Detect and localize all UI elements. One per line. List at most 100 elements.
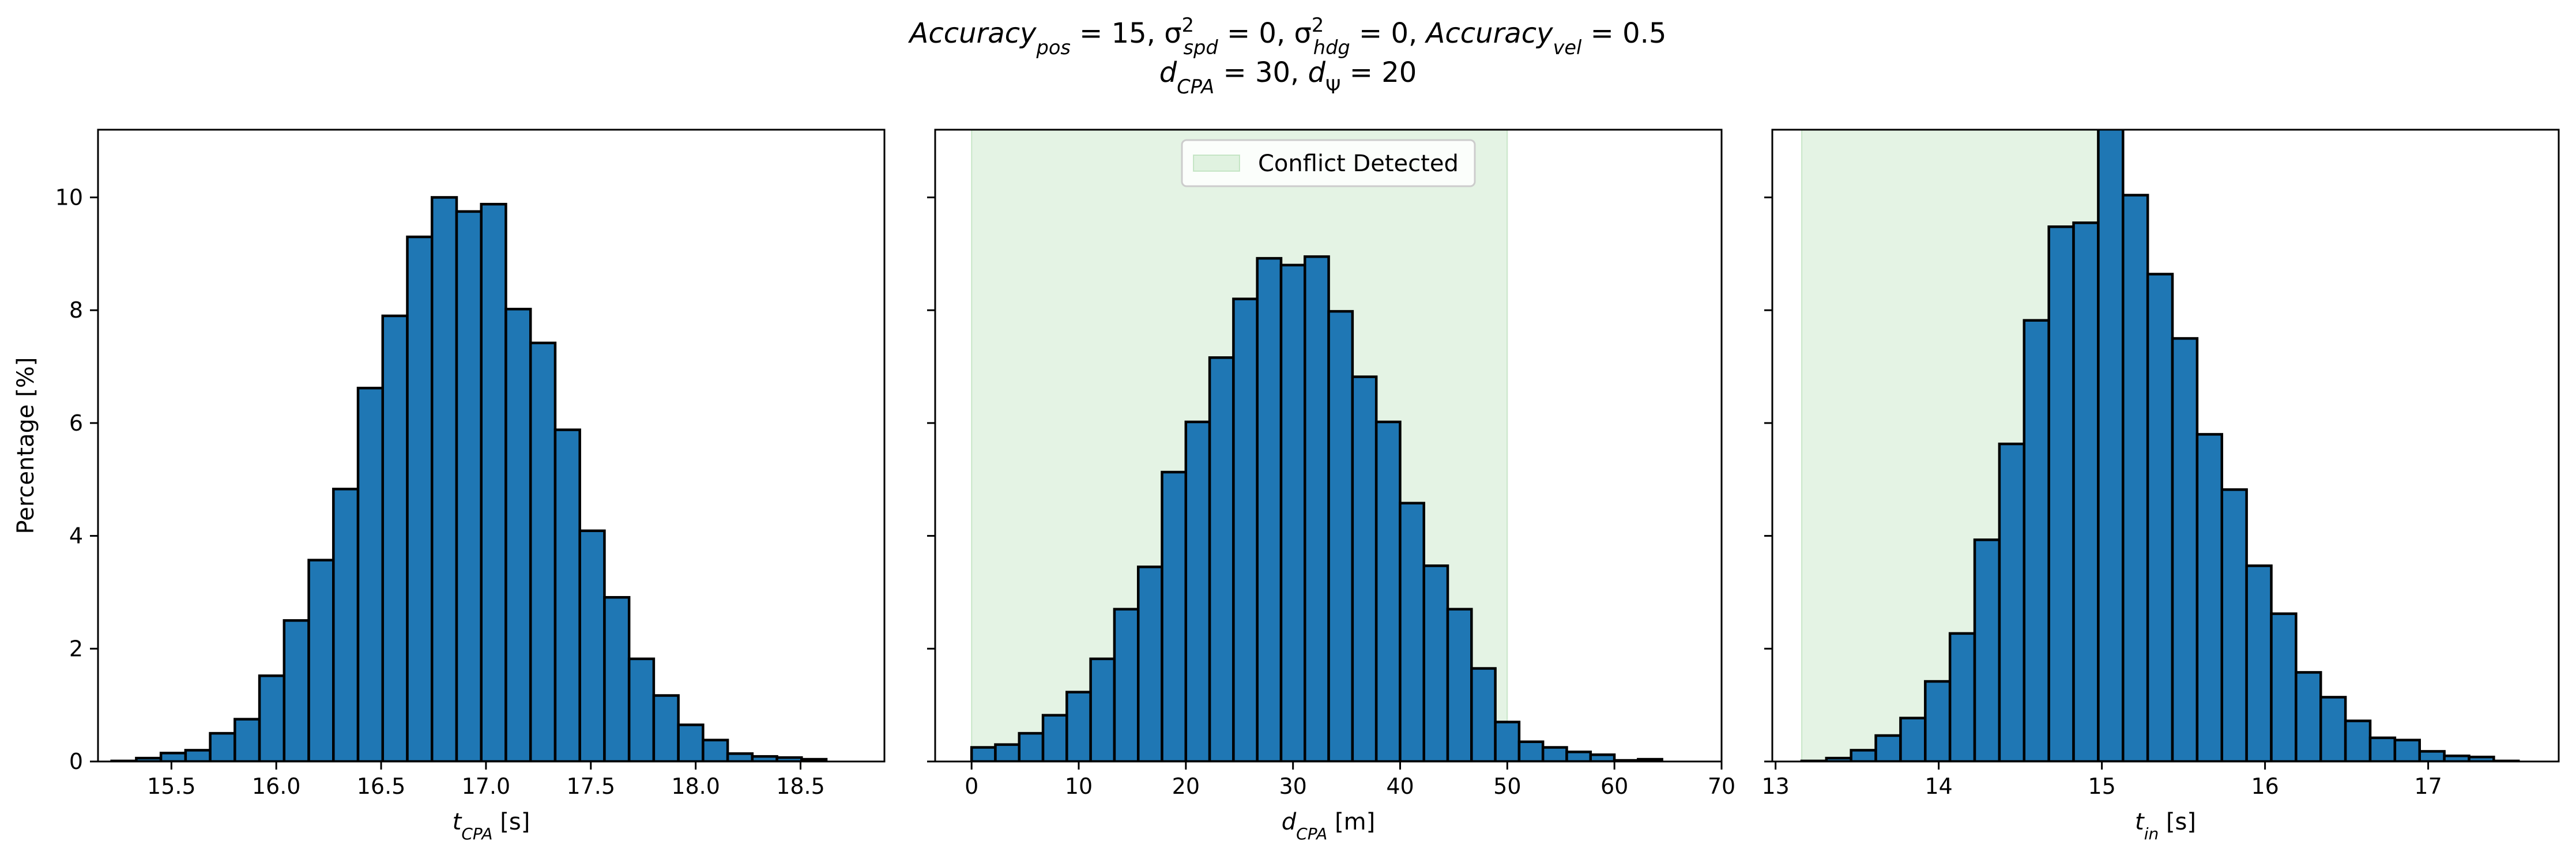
- histogram-bar: [2146, 273, 2174, 761]
- histogram-bar: [1565, 751, 1592, 761]
- histogram-bar: [1018, 732, 1045, 761]
- histogram-bar: [2319, 696, 2347, 761]
- legend-label-conflict-detected: Conflict Detected: [1258, 150, 1459, 177]
- legend-frame: [1181, 139, 1476, 187]
- histogram-bar: [1850, 749, 1877, 761]
- x-tick-label: 40: [1386, 774, 1414, 799]
- x-axis-label-tcpa: tCPA [s]: [453, 809, 530, 843]
- histogram-bar: [1422, 564, 1449, 761]
- legend-swatch-conflict-detected: [1193, 154, 1240, 172]
- histogram-bar: [1470, 667, 1497, 761]
- figure-title-line2: dCPA = 30, dΨ = 20: [1159, 56, 1417, 98]
- histogram-bar: [1327, 310, 1354, 761]
- histogram-bar: [1208, 356, 1235, 761]
- y-tick-label: 2: [69, 636, 83, 661]
- x-tick-label: 13: [1761, 774, 1789, 799]
- x-ticks-tin: 13 14 15 16 17: [1761, 761, 2442, 799]
- histogram-bar: [1089, 657, 1116, 761]
- y-tick-label: 4: [69, 523, 83, 549]
- histogram-bar: [2122, 194, 2149, 761]
- histogram-bar: [381, 314, 409, 761]
- histogram-bar: [1161, 470, 1188, 761]
- histogram-bar: [1232, 297, 1259, 761]
- y-tick-label: 6: [69, 410, 83, 436]
- histogram-bar: [702, 738, 729, 761]
- x-axis-label-dcpa: dCPA [m]: [1282, 809, 1376, 843]
- plot-frame-tin: [1771, 129, 2560, 763]
- histogram-bar: [1446, 608, 1473, 761]
- histogram-bar: [1874, 734, 1902, 761]
- histogram-bar: [1065, 691, 1092, 761]
- x-tick-label: 16.5: [357, 774, 406, 799]
- legend: Conflict Detected: [1181, 139, 1476, 187]
- histogram-bar: [2270, 612, 2298, 761]
- histogram-bar: [1973, 538, 2001, 761]
- x-tick-label: 16: [2251, 774, 2279, 799]
- histogram-bar: [2368, 736, 2397, 761]
- x-tick-label: 0: [965, 774, 978, 799]
- bars-tin: [1800, 130, 2520, 761]
- x-ticks-dcpa: 0 10 20 30 40 50 60 70: [965, 761, 1735, 799]
- histogram-bar: [2245, 564, 2273, 761]
- histogram-bar: [1374, 420, 1402, 761]
- panel-tin: 13 14 15 16 17 tin [s]: [1761, 129, 2560, 843]
- histogram-bar: [1399, 502, 1425, 761]
- histogram-bar: [1136, 566, 1163, 761]
- histogram-bar: [2072, 221, 2100, 761]
- histogram-bar: [283, 619, 310, 761]
- y-tick-label: 8: [69, 297, 83, 323]
- x-tick-label: 18.5: [776, 774, 825, 799]
- histogram-bar: [726, 752, 754, 761]
- y-ticks-tcpa: 0 2 4 6 8 10: [55, 184, 98, 774]
- x-tick-label: 17.5: [566, 774, 615, 799]
- histogram-bar: [356, 386, 385, 761]
- histogram-bar: [1304, 255, 1330, 761]
- y-ticks-tin: [1764, 196, 1772, 763]
- histogram-bar: [1279, 263, 1306, 761]
- histogram-bar: [1998, 442, 2026, 761]
- bars-tcpa: [110, 196, 828, 761]
- panel-tcpa: 15.5 16.0 16.5 17.0 17.5 18.0 18.5 0 2 4 6 8 10 tCP…: [13, 129, 886, 843]
- histogram-bar: [2097, 130, 2125, 761]
- y-axis-label: Percentage [%]: [13, 357, 39, 534]
- histogram-bar: [1899, 717, 1927, 761]
- histogram-bar: [332, 488, 360, 761]
- x-tick-label: 17.0: [462, 774, 511, 799]
- histogram-bar: [2023, 319, 2050, 761]
- histogram-bar: [970, 746, 997, 761]
- histogram-bar: [2393, 738, 2421, 761]
- histogram-bar: [1184, 420, 1211, 761]
- histogram-bar: [430, 196, 458, 761]
- histogram-bar: [2295, 671, 2322, 761]
- x-tick-label: 17: [2414, 774, 2442, 799]
- histogram-bar: [2418, 750, 2446, 761]
- histogram-bar: [1924, 680, 1952, 761]
- histogram-bar: [2195, 433, 2224, 761]
- histogram-bar: [1948, 632, 1976, 761]
- histogram-bar: [1041, 714, 1068, 761]
- histogram-bar: [159, 752, 187, 761]
- histogram-bar: [209, 732, 236, 761]
- x-tick-label: 70: [1708, 774, 1735, 799]
- histogram-bar: [1494, 721, 1521, 761]
- figure-title-line1: Accuracypos = 15, σ2 spd = 0, σ2 hdg = 0, …: [908, 14, 1667, 59]
- histogram-bar: [258, 674, 286, 761]
- histogram-bar: [1541, 746, 1568, 761]
- histogram-bar: [184, 749, 212, 761]
- x-tick-label: 50: [1493, 774, 1521, 799]
- histogram-bar: [1517, 740, 1545, 761]
- histogram-bar: [1351, 375, 1378, 761]
- histogram-bar: [504, 307, 532, 761]
- panel-dcpa: 0 10 20 30 40 50 60 70 dCPA [m] Conflict Detect…: [927, 129, 1735, 843]
- histogram-bar: [455, 210, 483, 761]
- x-axis-label-tin: tin [s]: [2135, 809, 2196, 843]
- histogram-bar: [652, 694, 680, 761]
- histogram-bar: [1589, 753, 1616, 761]
- histogram-bar: [603, 595, 631, 761]
- histogram-bar: [2171, 337, 2199, 761]
- histogram-bar: [994, 743, 1021, 761]
- histogram-bar: [578, 529, 606, 761]
- x-tick-label: 16.0: [252, 774, 301, 799]
- histogram-bar: [406, 235, 434, 761]
